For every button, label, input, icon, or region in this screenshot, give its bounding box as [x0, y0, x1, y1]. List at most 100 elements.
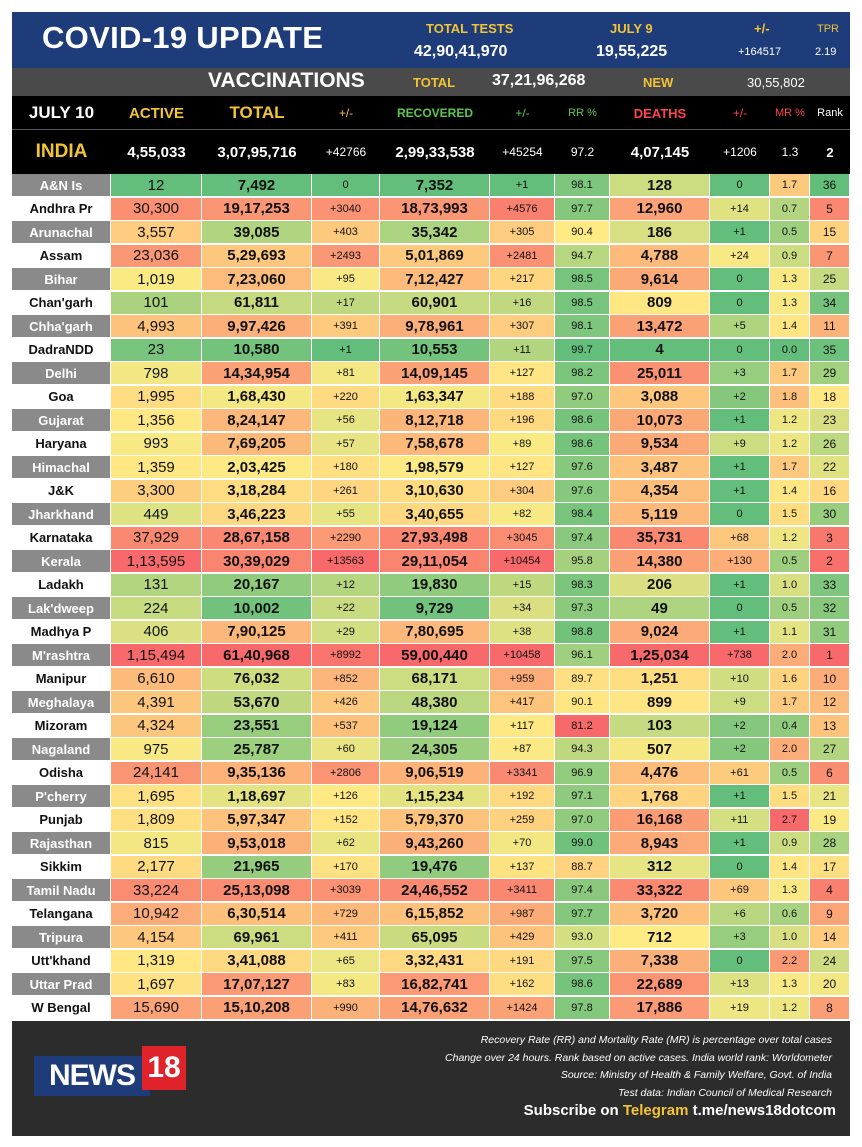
active-cell: 10,942 [111, 902, 201, 925]
state-name: Ladakh [12, 573, 110, 596]
state-name: Himachal [12, 456, 110, 478]
table-row: Madhya P 406 7,90,125 +29 7,80,695 +38 98.8 9,0… [12, 620, 850, 645]
rec-change-cell: +192 [490, 785, 554, 807]
deaths-cell: 712 [610, 926, 709, 948]
total-change-cell: +126 [312, 785, 379, 807]
rr-cell: 98.2 [555, 362, 609, 384]
vaccination-bar: VACCINATIONS TOTAL 37,21,96,268 NEW 30,5… [12, 68, 850, 96]
rec-change-cell: +259 [490, 808, 554, 831]
mr-cell: 1.6 [770, 667, 809, 690]
deaths-cell: 9,534 [610, 432, 709, 455]
india-death-change: +1206 [723, 145, 757, 159]
rank-cell: 7 [810, 244, 849, 267]
rank-cell: 8 [810, 996, 849, 1019]
state-name: Delhi [12, 362, 110, 384]
mr-cell: 1.3 [770, 291, 809, 314]
recovered-cell: 9,43,260 [380, 832, 489, 854]
total-cell: 9,53,018 [202, 832, 311, 854]
total-cell: 53,670 [202, 691, 311, 713]
rec-change-header: +/- [515, 106, 530, 120]
rec-change-cell: +10458 [490, 644, 554, 666]
deaths-cell: 507 [610, 738, 709, 760]
rec-change-cell: +137 [490, 855, 554, 878]
recovered-cell: 48,380 [380, 691, 489, 713]
active-cell: 1,15,494 [111, 644, 201, 666]
rec-change-cell: +307 [490, 315, 554, 337]
deaths-cell: 103 [610, 714, 709, 737]
recovered-cell: 29,11,054 [380, 550, 489, 572]
deaths-cell: 4,788 [610, 244, 709, 267]
rr-cell: 96.1 [555, 644, 609, 666]
mr-cell: 2.0 [770, 644, 809, 666]
recovered-cell: 1,98,579 [380, 456, 489, 478]
total-change-cell: +2493 [312, 244, 379, 267]
death-change-cell: +738 [710, 644, 769, 666]
rr-cell: 98.6 [555, 409, 609, 431]
subscribe-prefix: Subscribe on [523, 1102, 619, 1119]
state-name: Karnataka [12, 526, 110, 549]
india-deaths: 4,07,145 [630, 143, 690, 161]
mr-cell: 2.2 [770, 949, 809, 972]
total-cell: 15,10,208 [202, 996, 311, 1019]
total-change-cell: +17 [312, 291, 379, 314]
table-row: Karnataka 37,929 28,67,158 +2290 27,93,498 +3… [12, 526, 850, 551]
rec-change-cell: +127 [490, 456, 554, 478]
mr-cell: 1.5 [770, 503, 809, 525]
rec-change-cell: +11 [490, 338, 554, 361]
total-change-cell: +391 [312, 315, 379, 337]
rr-cell: 97.4 [555, 526, 609, 549]
recovered-cell: 6,15,852 [380, 902, 489, 925]
total-change-cell: +411 [312, 926, 379, 948]
mr-cell: 0.5 [770, 221, 809, 243]
death-change-cell: 0 [710, 291, 769, 314]
deaths-cell: 13,472 [610, 315, 709, 337]
death-change-cell: +24 [710, 244, 769, 267]
table-row: A&N Is 12 7,492 0 7,352 +1 98.1 128 0 1.7 36 [12, 174, 850, 198]
death-change-cell: +9 [710, 432, 769, 455]
state-name: Nagaland [12, 738, 110, 760]
state-name: Madhya P [12, 620, 110, 643]
total-cell: 30,39,029 [202, 550, 311, 572]
mr-cell: 0.9 [770, 244, 809, 267]
total-change-cell: +56 [312, 409, 379, 431]
table-row: W Bengal 15,690 15,10,208 +990 14,76,632 +142… [12, 996, 850, 1021]
death-change-cell: +5 [710, 315, 769, 337]
rec-change-cell: +82 [490, 503, 554, 525]
india-mr: 1.3 [781, 145, 799, 159]
total-change-cell: +3040 [312, 197, 379, 220]
state-name: M'rashtra [12, 644, 110, 666]
rec-change-cell: +217 [490, 268, 554, 290]
rank-cell: 28 [810, 832, 849, 854]
active-cell: 1,13,595 [111, 550, 201, 572]
table-row: Kerala 1,13,595 30,39,029 +13563 29,11,054 +1… [12, 550, 850, 574]
india-active: 4,55,033 [127, 143, 186, 161]
total-change-cell: 0 [312, 174, 379, 196]
table-row: Tamil Nadu 33,224 25,13,098 +3039 24,46,552 +… [12, 879, 850, 903]
state-name: P'cherry [12, 785, 110, 807]
total-cell: 9,97,426 [202, 315, 311, 337]
mr-cell: 1.7 [770, 174, 809, 196]
deaths-cell: 899 [610, 691, 709, 713]
active-cell: 24,141 [111, 761, 201, 784]
mr-cell: 1.0 [770, 573, 809, 596]
active-cell: 406 [111, 620, 201, 643]
mr-cell: 1.4 [770, 315, 809, 337]
total-change-cell: +62 [312, 832, 379, 854]
active-cell: 4,993 [111, 315, 201, 337]
recovered-cell: 24,46,552 [380, 879, 489, 901]
mr-cell: 1.4 [770, 855, 809, 878]
table-row: Goa 1,995 1,68,430 +220 1,63,347 +188 97.0 3,08… [12, 385, 850, 410]
telegram-link[interactable]: t.me/news18dotcom [692, 1102, 836, 1119]
total-cell: 19,17,253 [202, 197, 311, 220]
active-cell: 815 [111, 832, 201, 854]
total-cell: 76,032 [202, 667, 311, 690]
state-name: Arunachal [12, 221, 110, 243]
deaths-cell: 5,119 [610, 503, 709, 525]
rr-cell: 98.5 [555, 291, 609, 314]
active-cell: 3,557 [111, 221, 201, 243]
deaths-cell: 206 [610, 573, 709, 596]
recovered-cell: 7,352 [380, 174, 489, 196]
vacc-new-value: 30,55,802 [747, 75, 805, 90]
total-cell: 3,18,284 [202, 479, 311, 502]
recovered-cell: 9,78,961 [380, 315, 489, 337]
